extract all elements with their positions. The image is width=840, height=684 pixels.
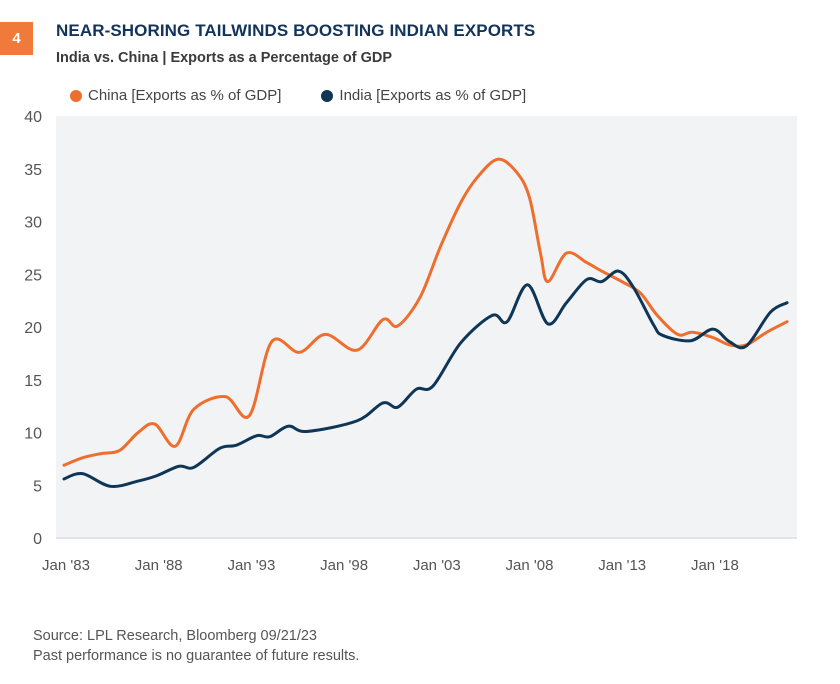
legend-label-india: India [Exports as % of GDP] [339,87,527,104]
x-tick-label: Jan '83 [42,557,90,574]
plot-area [56,116,797,538]
legend-label-china: China [Exports as % of GDP] [88,87,282,104]
y-tick-label: 15 [24,373,42,390]
chart-subtitle: India vs. China | Exports as a Percentag… [56,50,393,66]
legend-item-india: India [Exports as % of GDP] [321,87,526,104]
x-tick-label: Jan '13 [598,557,646,574]
legend-item-china: China [Exports as % of GDP] [70,87,281,104]
y-tick-label: 35 [24,162,42,179]
footnote: Source: LPL Research, Bloomberg 09/21/23… [33,626,359,666]
chart-number-badge: 4 [0,22,33,55]
x-tick-label: Jan '93 [227,557,275,574]
legend: China [Exports as % of GDP] India [Expor… [70,87,526,104]
y-tick-label: 20 [24,320,42,337]
y-tick-label: 10 [24,426,42,443]
y-tick-label: 25 [24,267,42,284]
source-note: Source: LPL Research, Bloomberg 09/21/23 [33,628,317,644]
series-line-india [62,269,789,489]
y-tick-label: 0 [33,531,42,548]
chart-title: NEAR-SHORING TAILWINDS BOOSTING INDIAN E… [56,21,536,40]
x-tick-label: Jan '18 [691,557,739,574]
y-tick-label: 30 [24,215,42,232]
y-tick-label: 40 [24,109,42,126]
x-tick-label: Jan '03 [413,557,461,574]
x-tick-label: Jan '98 [320,557,368,574]
disclaimer-note: Past performance is no guarantee of futu… [33,648,360,664]
series-line-china [62,157,789,467]
legend-dot-china-icon [70,89,82,102]
x-tick-label: Jan '08 [506,557,554,574]
x-tick-label: Jan '88 [135,557,183,574]
y-tick-label: 5 [33,478,42,495]
legend-dot-india-icon [321,89,334,102]
